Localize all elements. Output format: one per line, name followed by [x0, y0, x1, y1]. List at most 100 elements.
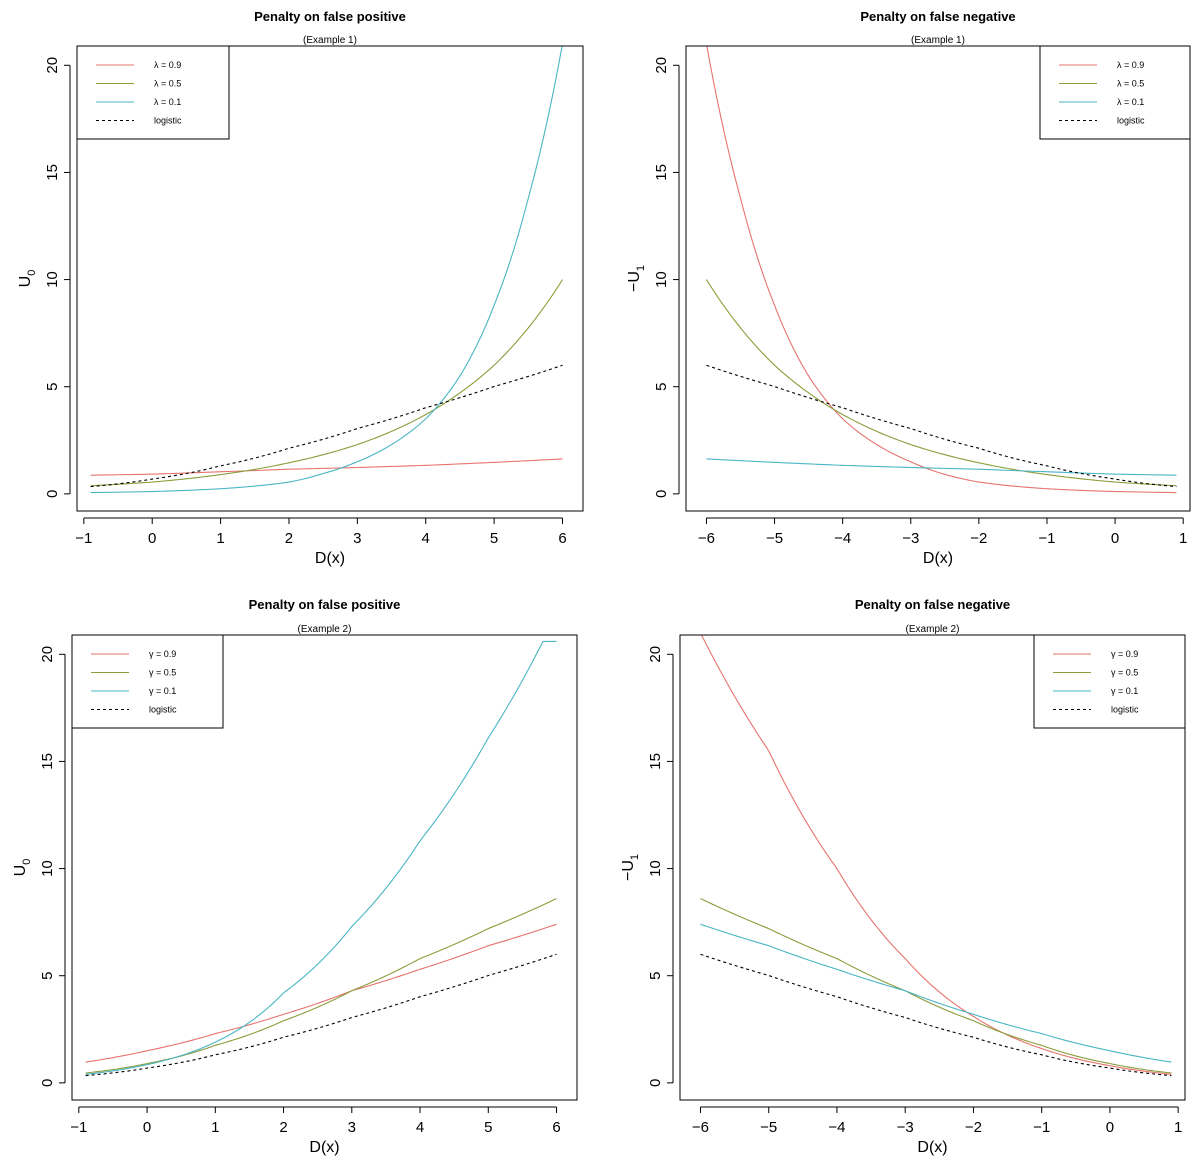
- chart-subtitle: (Example 2): [298, 624, 352, 635]
- y-tick-label: 20: [39, 646, 56, 663]
- x-tick-label: −4: [834, 530, 851, 547]
- legend-label-2: λ = 0.5: [1117, 79, 1144, 89]
- x-axis: −1 0 1 2 3 4 5 6 D(x): [70, 1106, 561, 1156]
- series-group: [85, 640, 557, 1077]
- x-axis-label: D(x): [315, 550, 345, 567]
- series-group: [90, 46, 563, 494]
- y-tick-label: 20: [653, 57, 670, 74]
- plot-frame: [685, 45, 1191, 512]
- y-axis-label: −U1: [626, 265, 647, 292]
- x-tick-label: 0: [148, 530, 156, 547]
- x-axis-label: D(x): [923, 550, 953, 567]
- x-tick-label: 0: [1106, 1119, 1114, 1136]
- chart-subtitle: (Example 2): [906, 624, 960, 635]
- y-tick-label: 5: [647, 972, 664, 980]
- y-tick-label: 15: [647, 753, 664, 770]
- legend-label-4: logistic: [154, 116, 182, 126]
- x-axis: −1 0 1 2 3 4 5 6 D(x): [75, 517, 567, 567]
- x-tick-label: 2: [285, 530, 293, 547]
- series-line-4: [90, 364, 563, 488]
- x-tick-label: 1: [1179, 530, 1187, 547]
- legend-label-4: logistic: [149, 705, 177, 715]
- series-line-2: [85, 898, 557, 1074]
- legend-label-3: γ = 0.1: [1111, 686, 1138, 696]
- series-line-1: [700, 635, 1172, 1075]
- legend: λ = 0.9 λ = 0.5 λ = 0.1 logistic: [1039, 45, 1191, 140]
- x-tick-label: 0: [1111, 530, 1119, 547]
- legend-label-2: γ = 0.5: [1111, 668, 1138, 678]
- x-tick-label: −1: [1038, 530, 1055, 547]
- series-line-3: [700, 923, 1172, 1063]
- chart-panel-3: Penalty on false positive (Example 2) −1 0 1…: [12, 597, 578, 1156]
- series-group: [705, 46, 1177, 494]
- legend-label-3: λ = 0.1: [1117, 97, 1144, 107]
- legend-box: [76, 45, 230, 140]
- legend-label-1: γ = 0.9: [149, 649, 176, 659]
- x-axis-label: D(x): [917, 1139, 947, 1156]
- y-tick-label: 10: [647, 860, 664, 877]
- x-tick-label: 0: [143, 1119, 151, 1136]
- y-tick-label: 10: [653, 271, 670, 288]
- y-tick-label: 10: [39, 860, 56, 877]
- legend-label-4: logistic: [1117, 116, 1145, 126]
- legend-label-2: λ = 0.5: [154, 79, 181, 89]
- chart-title: Penalty on false positive: [249, 597, 401, 612]
- y-tick-label: 20: [647, 646, 664, 663]
- legend-label-1: λ = 0.9: [1117, 60, 1144, 70]
- series-line-3: [85, 640, 557, 1075]
- x-tick-label: −5: [760, 1119, 777, 1136]
- chart-panel-1: Penalty on false positive (Example 1) −1 0 1…: [17, 9, 584, 567]
- legend-box: [1039, 45, 1191, 140]
- y-tick-label: 15: [44, 164, 61, 181]
- chart-panel-4: Penalty on false negative (Example 2) −6 −5…: [620, 597, 1186, 1156]
- legend: λ = 0.9 λ = 0.5 λ = 0.1 logistic: [76, 45, 230, 140]
- chart-subtitle: (Example 1): [911, 35, 965, 46]
- series-line-3: [706, 458, 1177, 476]
- y-tick-label: 15: [653, 164, 670, 181]
- series-line-4: [700, 953, 1172, 1077]
- series-line-1: [90, 458, 563, 476]
- x-tick-label: −1: [70, 1119, 87, 1136]
- y-tick-label: 5: [44, 383, 61, 391]
- legend-label-1: λ = 0.9: [154, 60, 181, 70]
- x-tick-label: −2: [970, 530, 987, 547]
- chart-title: Penalty on false negative: [855, 597, 1010, 612]
- chart-title: Penalty on false negative: [860, 9, 1015, 24]
- series-group: [700, 635, 1172, 1077]
- legend-label-3: λ = 0.1: [154, 97, 181, 107]
- legend-box: [1033, 634, 1186, 729]
- y-tick-label: 20: [44, 57, 61, 74]
- x-tick-label: 2: [279, 1119, 287, 1136]
- y-tick-label: 0: [44, 490, 61, 498]
- y-axis: 0 5 10 15 20 −U1: [620, 646, 674, 1087]
- x-tick-label: 3: [348, 1119, 356, 1136]
- chart-title: Penalty on false positive: [254, 9, 406, 24]
- y-axis-label: −U1: [620, 854, 641, 881]
- chart-subtitle: (Example 1): [303, 35, 357, 46]
- x-tick-label: 4: [416, 1119, 424, 1136]
- y-tick-label: 15: [39, 753, 56, 770]
- x-tick-label: 5: [490, 530, 498, 547]
- x-tick-label: 1: [216, 530, 224, 547]
- x-tick-label: −5: [766, 530, 783, 547]
- x-tick-label: −3: [897, 1119, 914, 1136]
- x-axis: −6 −5 −4 −3 −2 −1 0 1 D(x): [692, 1106, 1182, 1156]
- x-tick-label: −1: [1033, 1119, 1050, 1136]
- legend-label-3: γ = 0.1: [149, 686, 176, 696]
- y-axis-label: U0: [17, 270, 38, 288]
- y-tick-label: 0: [39, 1079, 56, 1087]
- series-line-2: [705, 279, 1177, 487]
- x-tick-label: −4: [828, 1119, 845, 1136]
- y-tick-label: 0: [653, 490, 670, 498]
- y-axis: 0 5 10 15 20 U0: [12, 646, 66, 1087]
- x-tick-label: −6: [692, 1119, 709, 1136]
- x-axis: −6 −5 −4 −3 −2 −1 0 1 D(x): [698, 517, 1187, 567]
- y-axis-label: U0: [12, 859, 33, 877]
- series-line-1: [706, 46, 1177, 494]
- plot-frame: [679, 634, 1186, 1101]
- legend-label-2: γ = 0.5: [149, 668, 176, 678]
- plot-frame: [76, 45, 584, 512]
- series-line-2: [700, 898, 1172, 1074]
- x-tick-label: 6: [558, 530, 566, 547]
